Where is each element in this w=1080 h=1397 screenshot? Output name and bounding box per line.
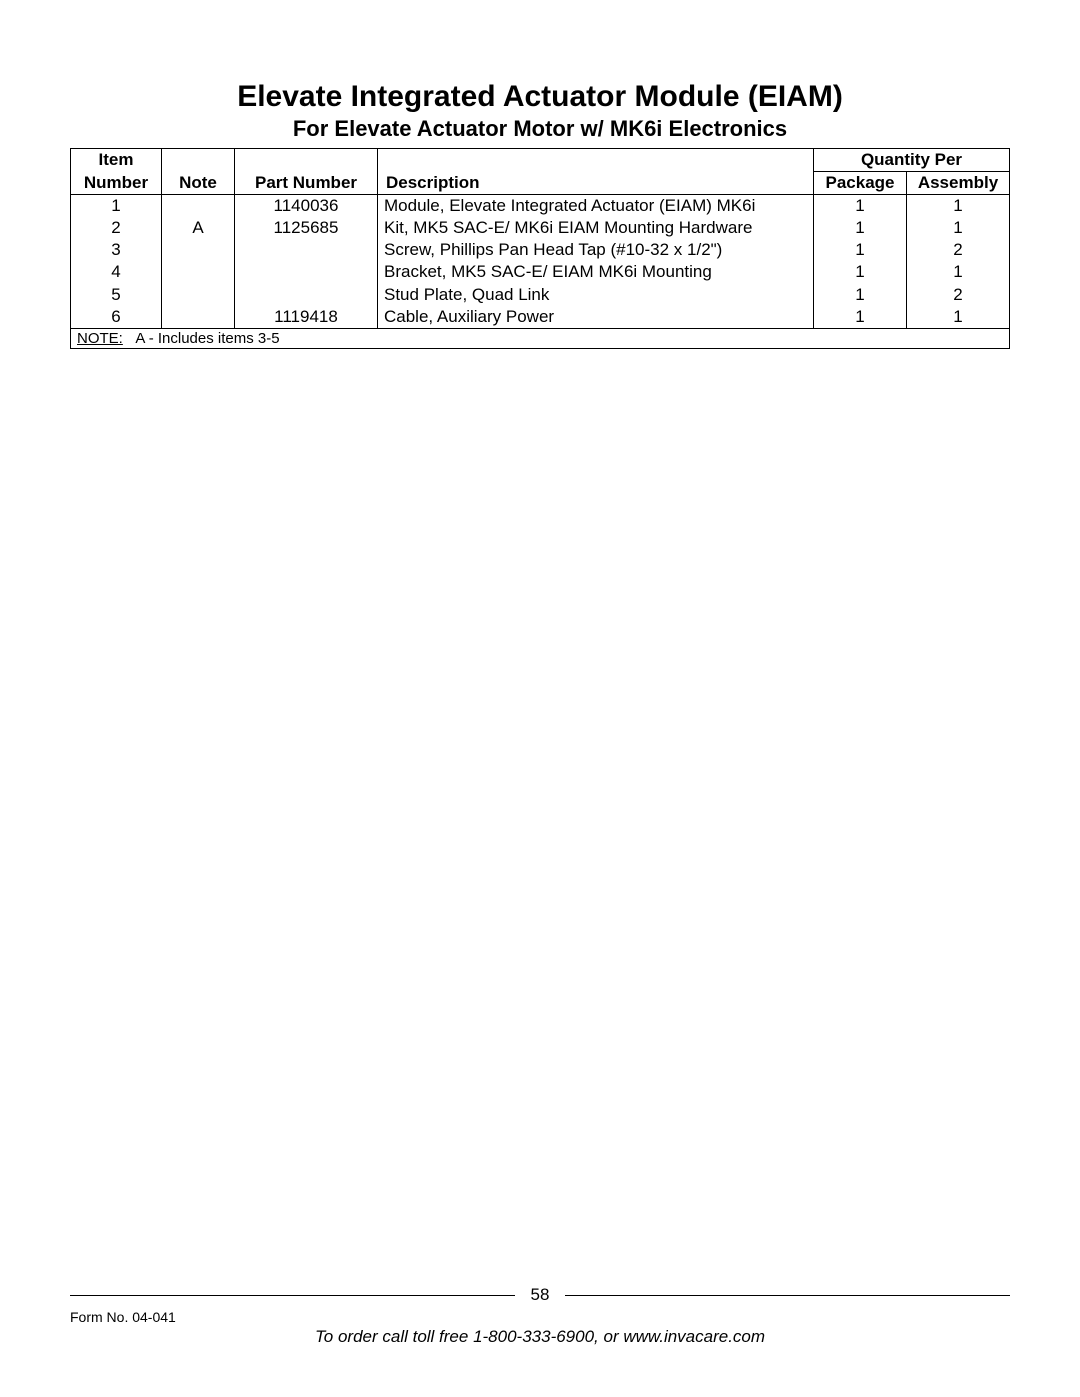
table-row: 5 Stud Plate, Quad Link12 — [71, 284, 1010, 306]
page-number: 58 — [531, 1285, 550, 1305]
table-cell: 1 — [814, 306, 907, 329]
table-note-text: A - Includes items 3-5 — [135, 330, 279, 347]
col-note-header: Note — [162, 149, 235, 195]
table-cell: 1 — [814, 239, 907, 261]
table-cell — [162, 195, 235, 218]
table-cell — [235, 284, 378, 306]
order-line: To order call toll free 1-800-333-6900, … — [70, 1327, 1010, 1347]
table-cell: Stud Plate, Quad Link — [378, 284, 814, 306]
table-cell: 1140036 — [235, 195, 378, 218]
footer-rule-right — [565, 1295, 1010, 1296]
table-cell: 1 — [907, 195, 1010, 218]
col-asm-header: Assembly — [907, 172, 1010, 195]
table-cell: 3 — [71, 239, 162, 261]
table-cell: 1 — [907, 261, 1010, 283]
table-row: 2A1125685Kit, MK5 SAC-E/ MK6i EIAM Mount… — [71, 217, 1010, 239]
page-title: Elevate Integrated Actuator Module (EIAM… — [70, 80, 1010, 114]
table-row: 61119418Cable, Auxiliary Power11 — [71, 306, 1010, 329]
parts-table-body: 1 1140036Module, Elevate Integrated Actua… — [71, 195, 1010, 329]
table-cell: 1 — [814, 284, 907, 306]
table-cell — [235, 261, 378, 283]
col-item-header-top: Item — [71, 149, 162, 172]
table-cell: 1 — [814, 217, 907, 239]
table-cell: 2 — [907, 239, 1010, 261]
page-footer: 58 Form No. 04-041 To order call toll fr… — [70, 1285, 1010, 1347]
footer-rule-left — [70, 1295, 515, 1296]
table-cell: A — [162, 217, 235, 239]
table-cell: 6 — [71, 306, 162, 329]
table-cell: Cable, Auxiliary Power — [378, 306, 814, 329]
col-part-header: Part Number — [235, 149, 378, 195]
page-subtitle: For Elevate Actuator Motor w/ MK6i Elect… — [70, 116, 1010, 142]
table-cell: 1 — [907, 306, 1010, 329]
table-row: 3 Screw, Phillips Pan Head Tap (#10-32 x … — [71, 239, 1010, 261]
table-cell: Bracket, MK5 SAC-E/ EIAM MK6i Mounting — [378, 261, 814, 283]
table-cell: 1119418 — [235, 306, 378, 329]
col-desc-header: Description — [378, 149, 814, 195]
table-cell — [162, 306, 235, 329]
col-qty-group-header: Quantity Per — [814, 149, 1010, 172]
table-cell — [235, 239, 378, 261]
table-row: 1 1140036Module, Elevate Integrated Actua… — [71, 195, 1010, 218]
table-cell: Module, Elevate Integrated Actuator (EIA… — [378, 195, 814, 218]
table-note-label: NOTE: — [77, 330, 123, 347]
table-cell: Screw, Phillips Pan Head Tap (#10-32 x 1… — [378, 239, 814, 261]
table-cell: 1125685 — [235, 217, 378, 239]
table-cell — [162, 239, 235, 261]
table-cell: 1 — [814, 261, 907, 283]
col-item-header-bottom: Number — [71, 172, 162, 195]
table-cell: 4 — [71, 261, 162, 283]
table-cell: 2 — [71, 217, 162, 239]
table-note: NOTE: A - Includes items 3-5 — [71, 328, 1010, 349]
parts-table: Item Note Part Number Description Quanti… — [70, 148, 1010, 349]
table-cell: 2 — [907, 284, 1010, 306]
table-cell: 1 — [814, 195, 907, 218]
table-row: 4Bracket, MK5 SAC-E/ EIAM MK6i Mounting1… — [71, 261, 1010, 283]
table-cell: 1 — [907, 217, 1010, 239]
table-cell: 1 — [71, 195, 162, 218]
table-cell — [162, 261, 235, 283]
table-cell: 5 — [71, 284, 162, 306]
form-number: Form No. 04-041 — [70, 1309, 1010, 1325]
table-cell — [162, 284, 235, 306]
table-cell: Kit, MK5 SAC-E/ MK6i EIAM Mounting Hardw… — [378, 217, 814, 239]
col-pkg-header: Package — [814, 172, 907, 195]
